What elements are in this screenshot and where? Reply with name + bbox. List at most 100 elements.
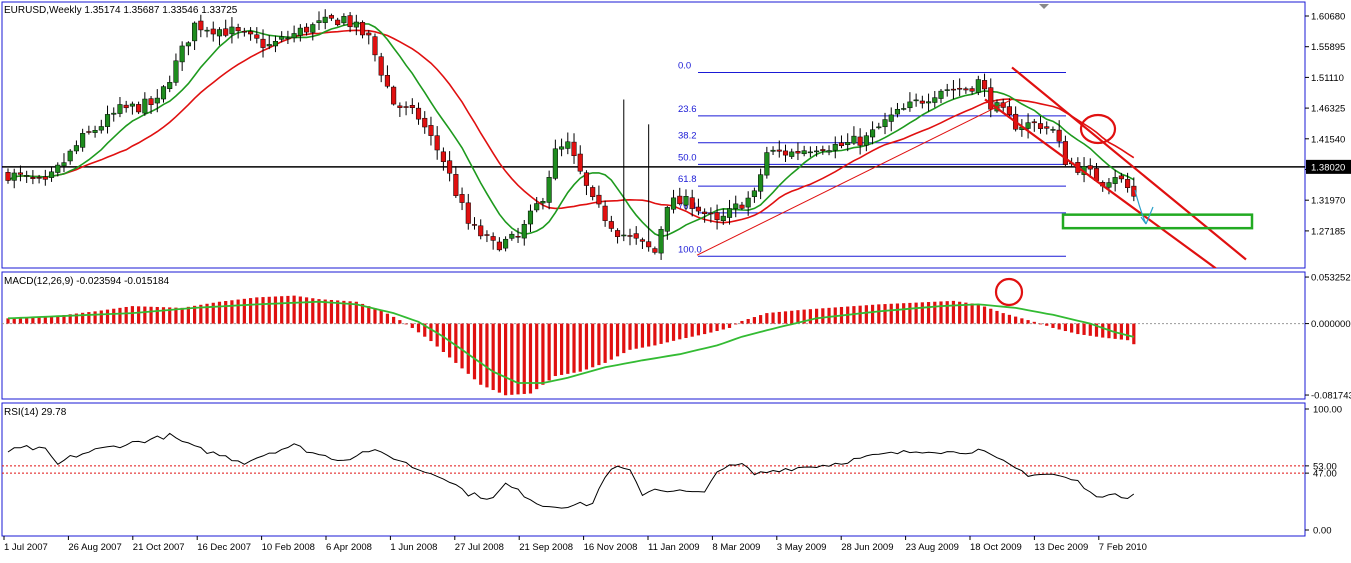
price-tick-label: 1.41540 bbox=[1311, 134, 1345, 145]
macd-hist-bar bbox=[1038, 323, 1043, 325]
candle-body bbox=[739, 204, 745, 209]
time-tick-label: 21 Oct 2007 bbox=[133, 542, 185, 553]
time-tick-label: 16 Dec 2007 bbox=[197, 542, 251, 553]
macd-hist-bar bbox=[709, 323, 713, 333]
macd-hist-bar bbox=[1076, 323, 1080, 335]
macd-hist-bar bbox=[858, 305, 862, 324]
candle-body bbox=[241, 31, 247, 33]
macd-hist-bar bbox=[304, 297, 309, 324]
candle-body bbox=[297, 27, 303, 36]
macd-hist-bar bbox=[684, 323, 688, 339]
macd-hist-bar bbox=[566, 323, 570, 374]
macd-hist-bar bbox=[1032, 321, 1036, 324]
candle-body bbox=[173, 60, 179, 83]
macd-hist-bar bbox=[329, 299, 334, 324]
macd-hist-bar bbox=[342, 300, 346, 324]
macd-hist-bar bbox=[628, 323, 632, 350]
candle-body bbox=[285, 37, 291, 40]
candle-body bbox=[1118, 175, 1124, 180]
time-tick-label: 28 Jun 2009 bbox=[841, 542, 893, 553]
macd-hist-bar bbox=[267, 296, 271, 324]
macd-hist-bar bbox=[740, 320, 744, 324]
macd-hist-bar bbox=[317, 299, 321, 324]
macd-hist-bar bbox=[777, 311, 781, 324]
macd-hist-bar bbox=[864, 305, 868, 324]
candle-body bbox=[894, 108, 901, 115]
candle-body bbox=[447, 160, 453, 174]
macd-hist-bar bbox=[634, 323, 638, 349]
macd-hist-bar bbox=[124, 306, 128, 324]
candle-body bbox=[969, 88, 975, 92]
fib-label-4: 61.8 bbox=[678, 174, 697, 185]
macd-hist-bar bbox=[609, 323, 613, 360]
macd-hist-bar bbox=[690, 323, 694, 337]
candle-body bbox=[702, 211, 708, 215]
macd-hist-bar bbox=[516, 323, 520, 395]
macd-hist-bar bbox=[373, 308, 377, 324]
macd-hist-bar bbox=[236, 299, 240, 324]
candle-body bbox=[104, 114, 111, 127]
macd-hist-bar bbox=[37, 316, 41, 324]
macd-hist-bar bbox=[348, 301, 352, 324]
candle-body bbox=[67, 150, 73, 162]
macd-hist-bar bbox=[802, 309, 806, 324]
macd-hist-bar bbox=[105, 309, 110, 324]
candle-body bbox=[92, 130, 98, 133]
channel-lower-line bbox=[984, 98, 1218, 268]
macd-hist-bar bbox=[752, 317, 756, 324]
macd-hist-bar bbox=[883, 304, 887, 324]
time-tick-label: 26 Aug 2007 bbox=[68, 542, 121, 553]
candle-body bbox=[957, 87, 963, 90]
rsi-panel[interactable] bbox=[2, 432, 1305, 509]
macd-hist-bar bbox=[74, 313, 79, 324]
macd-hist-bar bbox=[1094, 323, 1099, 337]
macd-hist-bar bbox=[597, 323, 601, 366]
macd-hist-bar bbox=[584, 323, 589, 370]
macd-hist-bar bbox=[186, 306, 190, 324]
macd-hist-bar bbox=[224, 301, 228, 324]
macd-hist-bar bbox=[385, 313, 390, 324]
candle-body bbox=[720, 215, 726, 221]
macd-hist-bar bbox=[1082, 323, 1086, 335]
macd-hist-bar bbox=[958, 301, 962, 324]
macd-hist-bar bbox=[485, 323, 489, 388]
candle-body bbox=[664, 207, 670, 232]
macd-hist-bar bbox=[379, 310, 383, 324]
macd-hist-bar bbox=[734, 323, 738, 325]
candle-body bbox=[397, 105, 403, 108]
macd-hist-bar bbox=[1126, 323, 1130, 341]
time-tick-label: 23 Aug 2009 bbox=[906, 542, 959, 553]
macd-hist-bar bbox=[989, 308, 993, 324]
macd-hist-bar bbox=[460, 323, 464, 369]
macd-hist-bar bbox=[553, 323, 557, 377]
candle-body bbox=[527, 210, 534, 225]
candle-body bbox=[61, 162, 67, 167]
candle-body bbox=[154, 97, 160, 104]
macd-panel[interactable] bbox=[2, 277, 1305, 396]
candle-body bbox=[123, 104, 129, 109]
price-panel[interactable]: 0.0 23.6 38.2 50.0 61.8 76.4 100.0 bbox=[2, 9, 1305, 302]
candle-body bbox=[633, 233, 639, 239]
time-tick-label: 8 Mar 2009 bbox=[712, 542, 760, 553]
macd-hist-bar bbox=[367, 306, 371, 324]
price-tick-label: 1.46325 bbox=[1311, 104, 1345, 115]
candle-body bbox=[1112, 177, 1118, 184]
macd-tick-label: 0.000000 bbox=[1311, 319, 1351, 330]
candle-body bbox=[658, 229, 664, 254]
candle-body bbox=[384, 75, 390, 87]
macd-hist-bar bbox=[242, 298, 246, 324]
candle-body bbox=[876, 126, 882, 129]
candle-body bbox=[565, 141, 571, 149]
candle-body bbox=[1062, 141, 1068, 165]
macd-hist-bar bbox=[1051, 323, 1055, 328]
candle-body bbox=[639, 239, 645, 242]
macd-hist-bar bbox=[62, 314, 66, 324]
candle-body bbox=[347, 15, 353, 28]
candle-body bbox=[36, 177, 42, 179]
candle-body bbox=[322, 16, 328, 23]
macd-hist-bar bbox=[1045, 323, 1049, 326]
macd-hist-bar bbox=[759, 315, 763, 324]
candle-body bbox=[926, 101, 932, 104]
